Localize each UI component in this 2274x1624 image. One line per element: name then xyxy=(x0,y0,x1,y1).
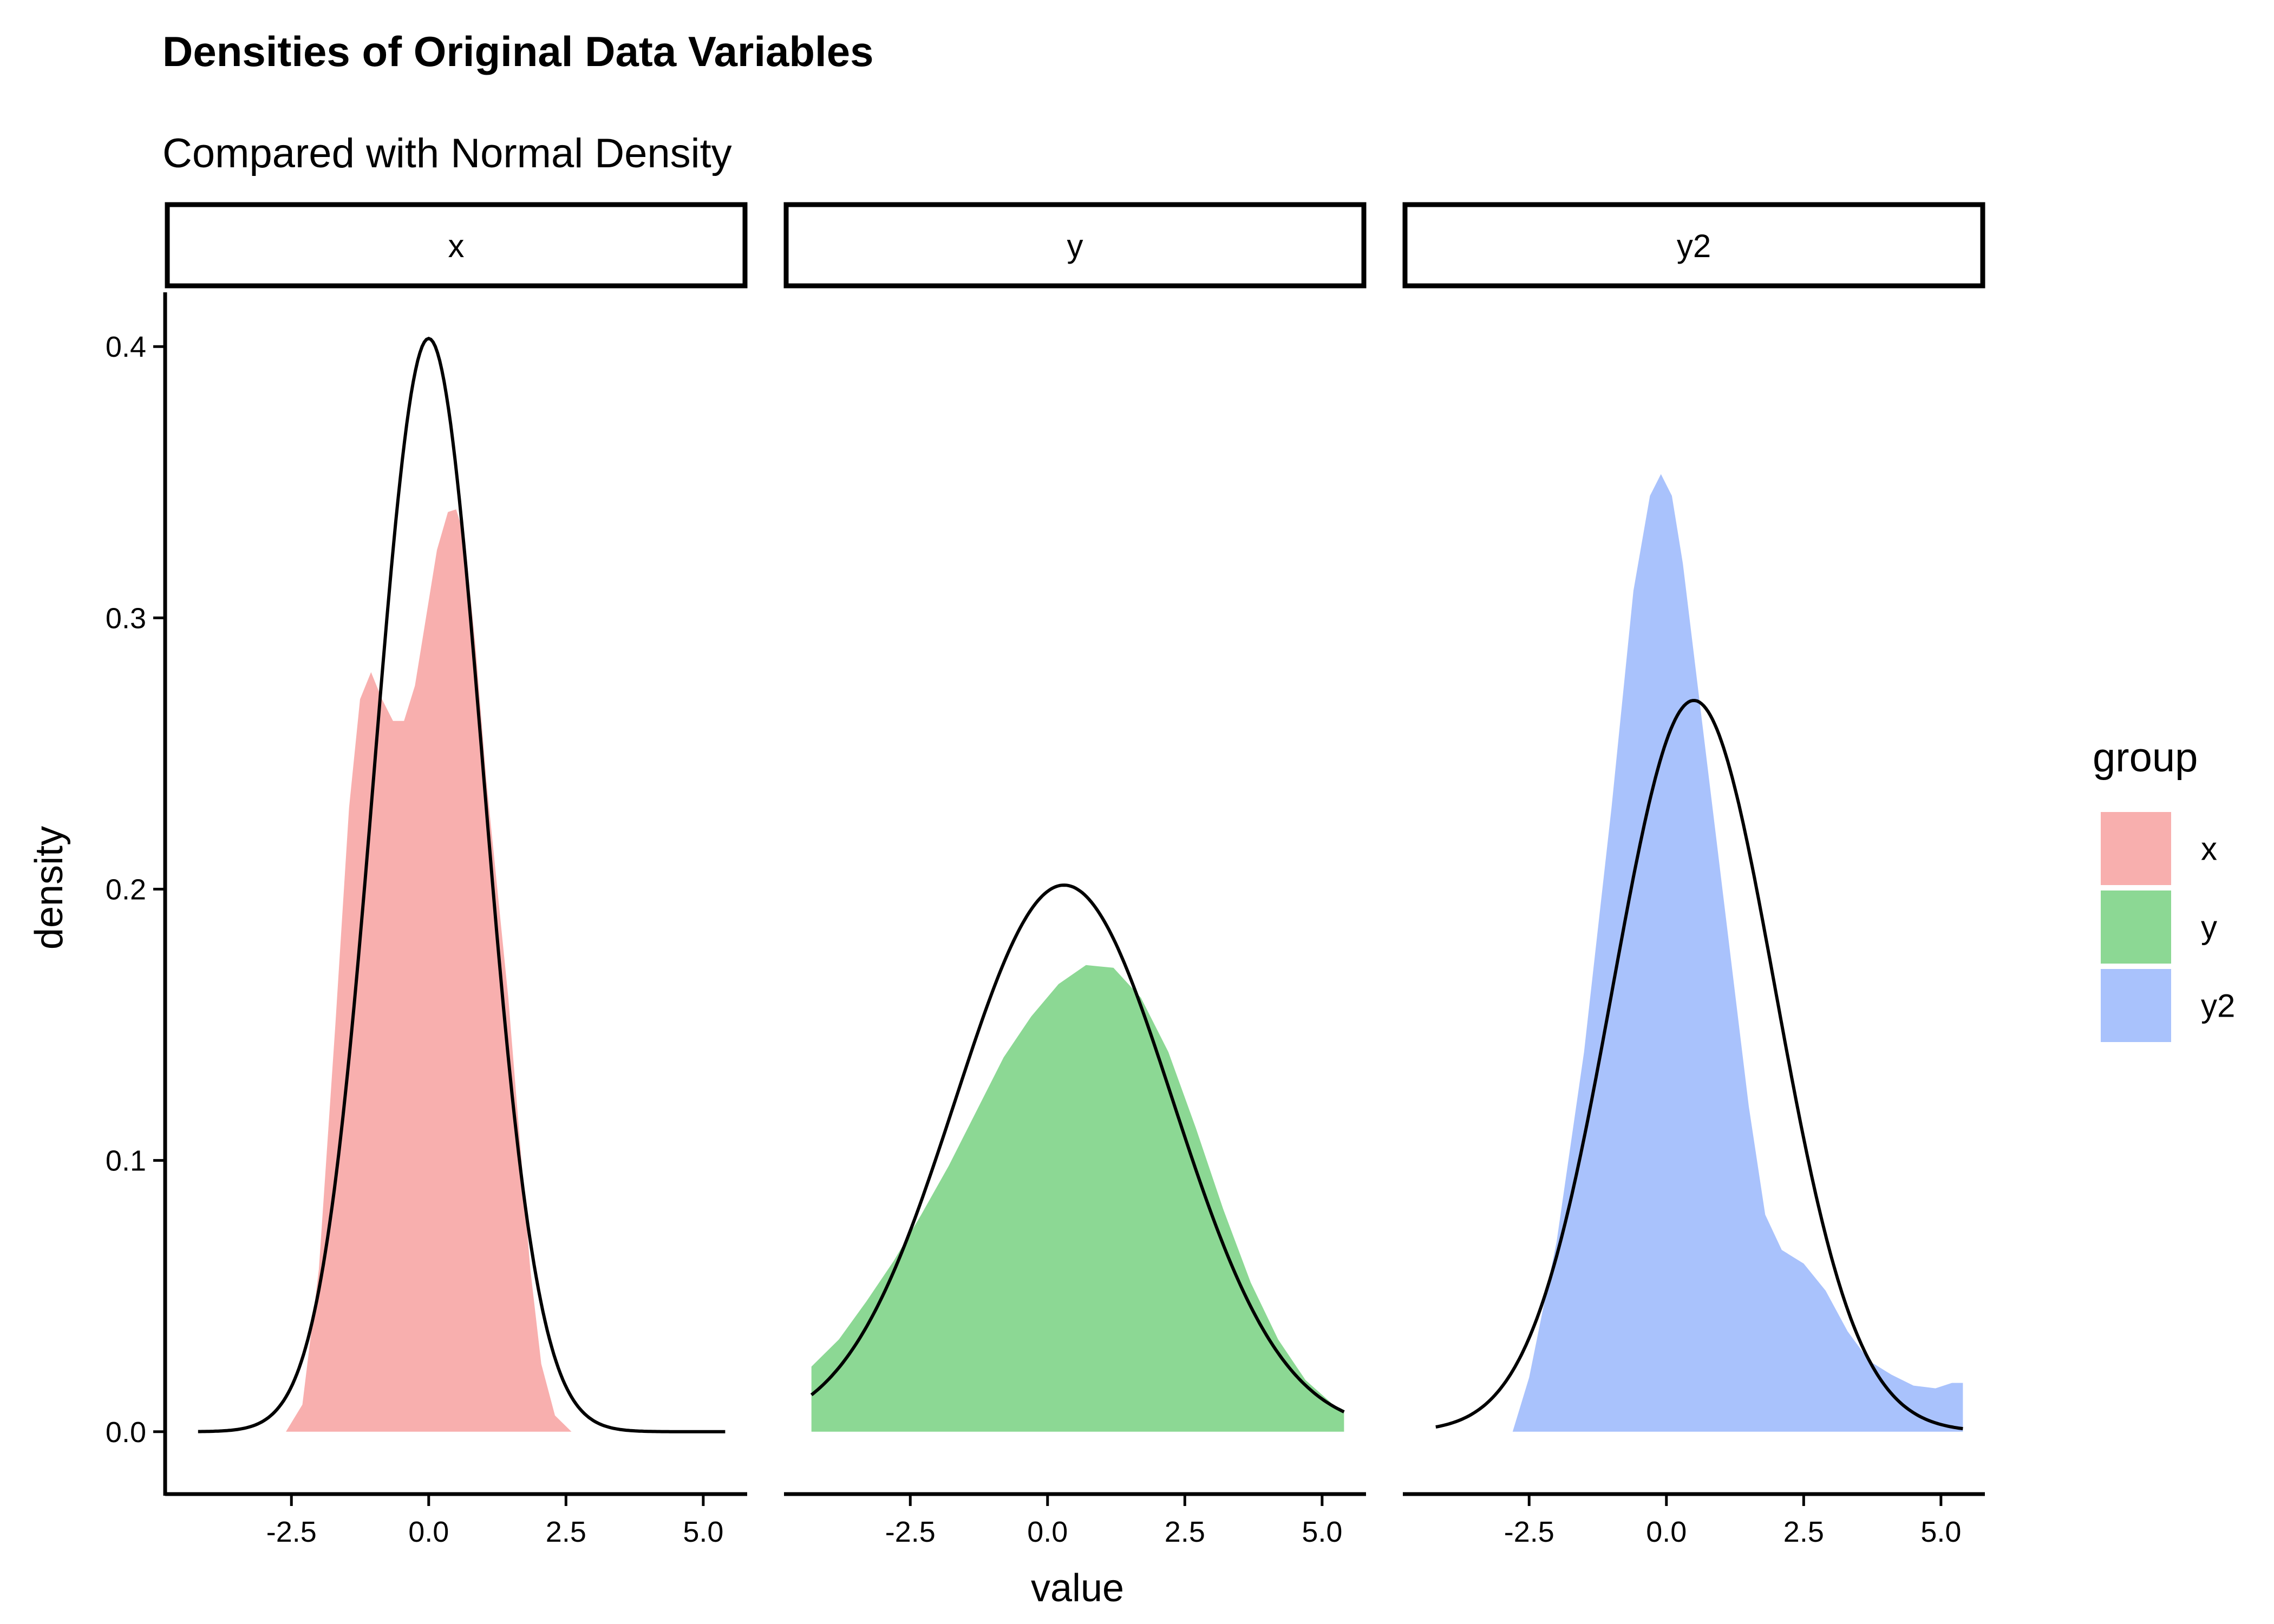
x-tick-label: 5.0 xyxy=(1920,1516,1961,1548)
facet-strip-y xyxy=(783,202,1367,289)
x-tick-label: 0.0 xyxy=(1027,1516,1068,1548)
density-area-y xyxy=(811,965,1344,1432)
x-tick-label: 2.5 xyxy=(1165,1516,1205,1548)
legend-label: y xyxy=(2201,909,2217,946)
normal-curve-y xyxy=(810,883,1345,1413)
y-tick-label: 0.1 xyxy=(106,1145,146,1177)
facet-panel-y: y -2.5 0.0 2.5 5.0 xyxy=(783,202,1367,1548)
x-tick-label: -2.5 xyxy=(885,1516,936,1548)
x-tick-label: 0.0 xyxy=(1646,1516,1687,1548)
facet-strip-label: y xyxy=(1067,228,1083,264)
x-tick-label: 2.5 xyxy=(546,1516,586,1548)
x-tick-label: 5.0 xyxy=(1302,1516,1342,1548)
chart-subtitle: Compared with Normal Density xyxy=(162,130,732,176)
facet-strip-label: x xyxy=(448,228,465,264)
legend-label: x xyxy=(2201,831,2217,867)
legend-key-y xyxy=(2101,890,2171,964)
legend-label: y2 xyxy=(2201,988,2235,1024)
facet-strip-label: y2 xyxy=(1677,228,1711,264)
x-tick-label: 2.5 xyxy=(1783,1516,1824,1548)
y-tick-label: 0.3 xyxy=(106,602,146,634)
y-tick-label: 0.0 xyxy=(106,1416,146,1449)
y-tick-label: 0.4 xyxy=(106,331,146,363)
facet-panel-y2: y2 -2.5 0.0 2.5 5.0 xyxy=(1402,202,1985,1548)
legend-title: group xyxy=(2093,735,2198,781)
normal-curve-y2 xyxy=(1435,699,1963,1431)
chart-title: Densities of Original Data Variables xyxy=(162,28,874,75)
x-tick-label: 0.0 xyxy=(408,1516,449,1548)
legend-key-y2 xyxy=(2101,969,2171,1042)
density-area-y2 xyxy=(1512,474,1963,1432)
x-tick-label: -2.5 xyxy=(266,1516,317,1548)
facet-strip-y2 xyxy=(1402,202,1985,289)
facet-panel-x: x -2.5 0.0 2.5 5.0 0.0 0.1 0.2 0.3 0.4 xyxy=(106,202,748,1548)
y-axis-title: density xyxy=(28,826,71,949)
density-area-x xyxy=(286,509,572,1432)
x-tick-label: -2.5 xyxy=(1504,1516,1554,1548)
y-tick-label: 0.2 xyxy=(106,874,146,906)
legend: group x y y2 xyxy=(2093,735,2235,1042)
x-axis-title: value xyxy=(1031,1567,1124,1610)
legend-key-x xyxy=(2101,812,2171,885)
normal-curve-x xyxy=(198,337,726,1433)
facet-strip-x xyxy=(165,202,748,289)
x-tick-label: 5.0 xyxy=(683,1516,723,1548)
